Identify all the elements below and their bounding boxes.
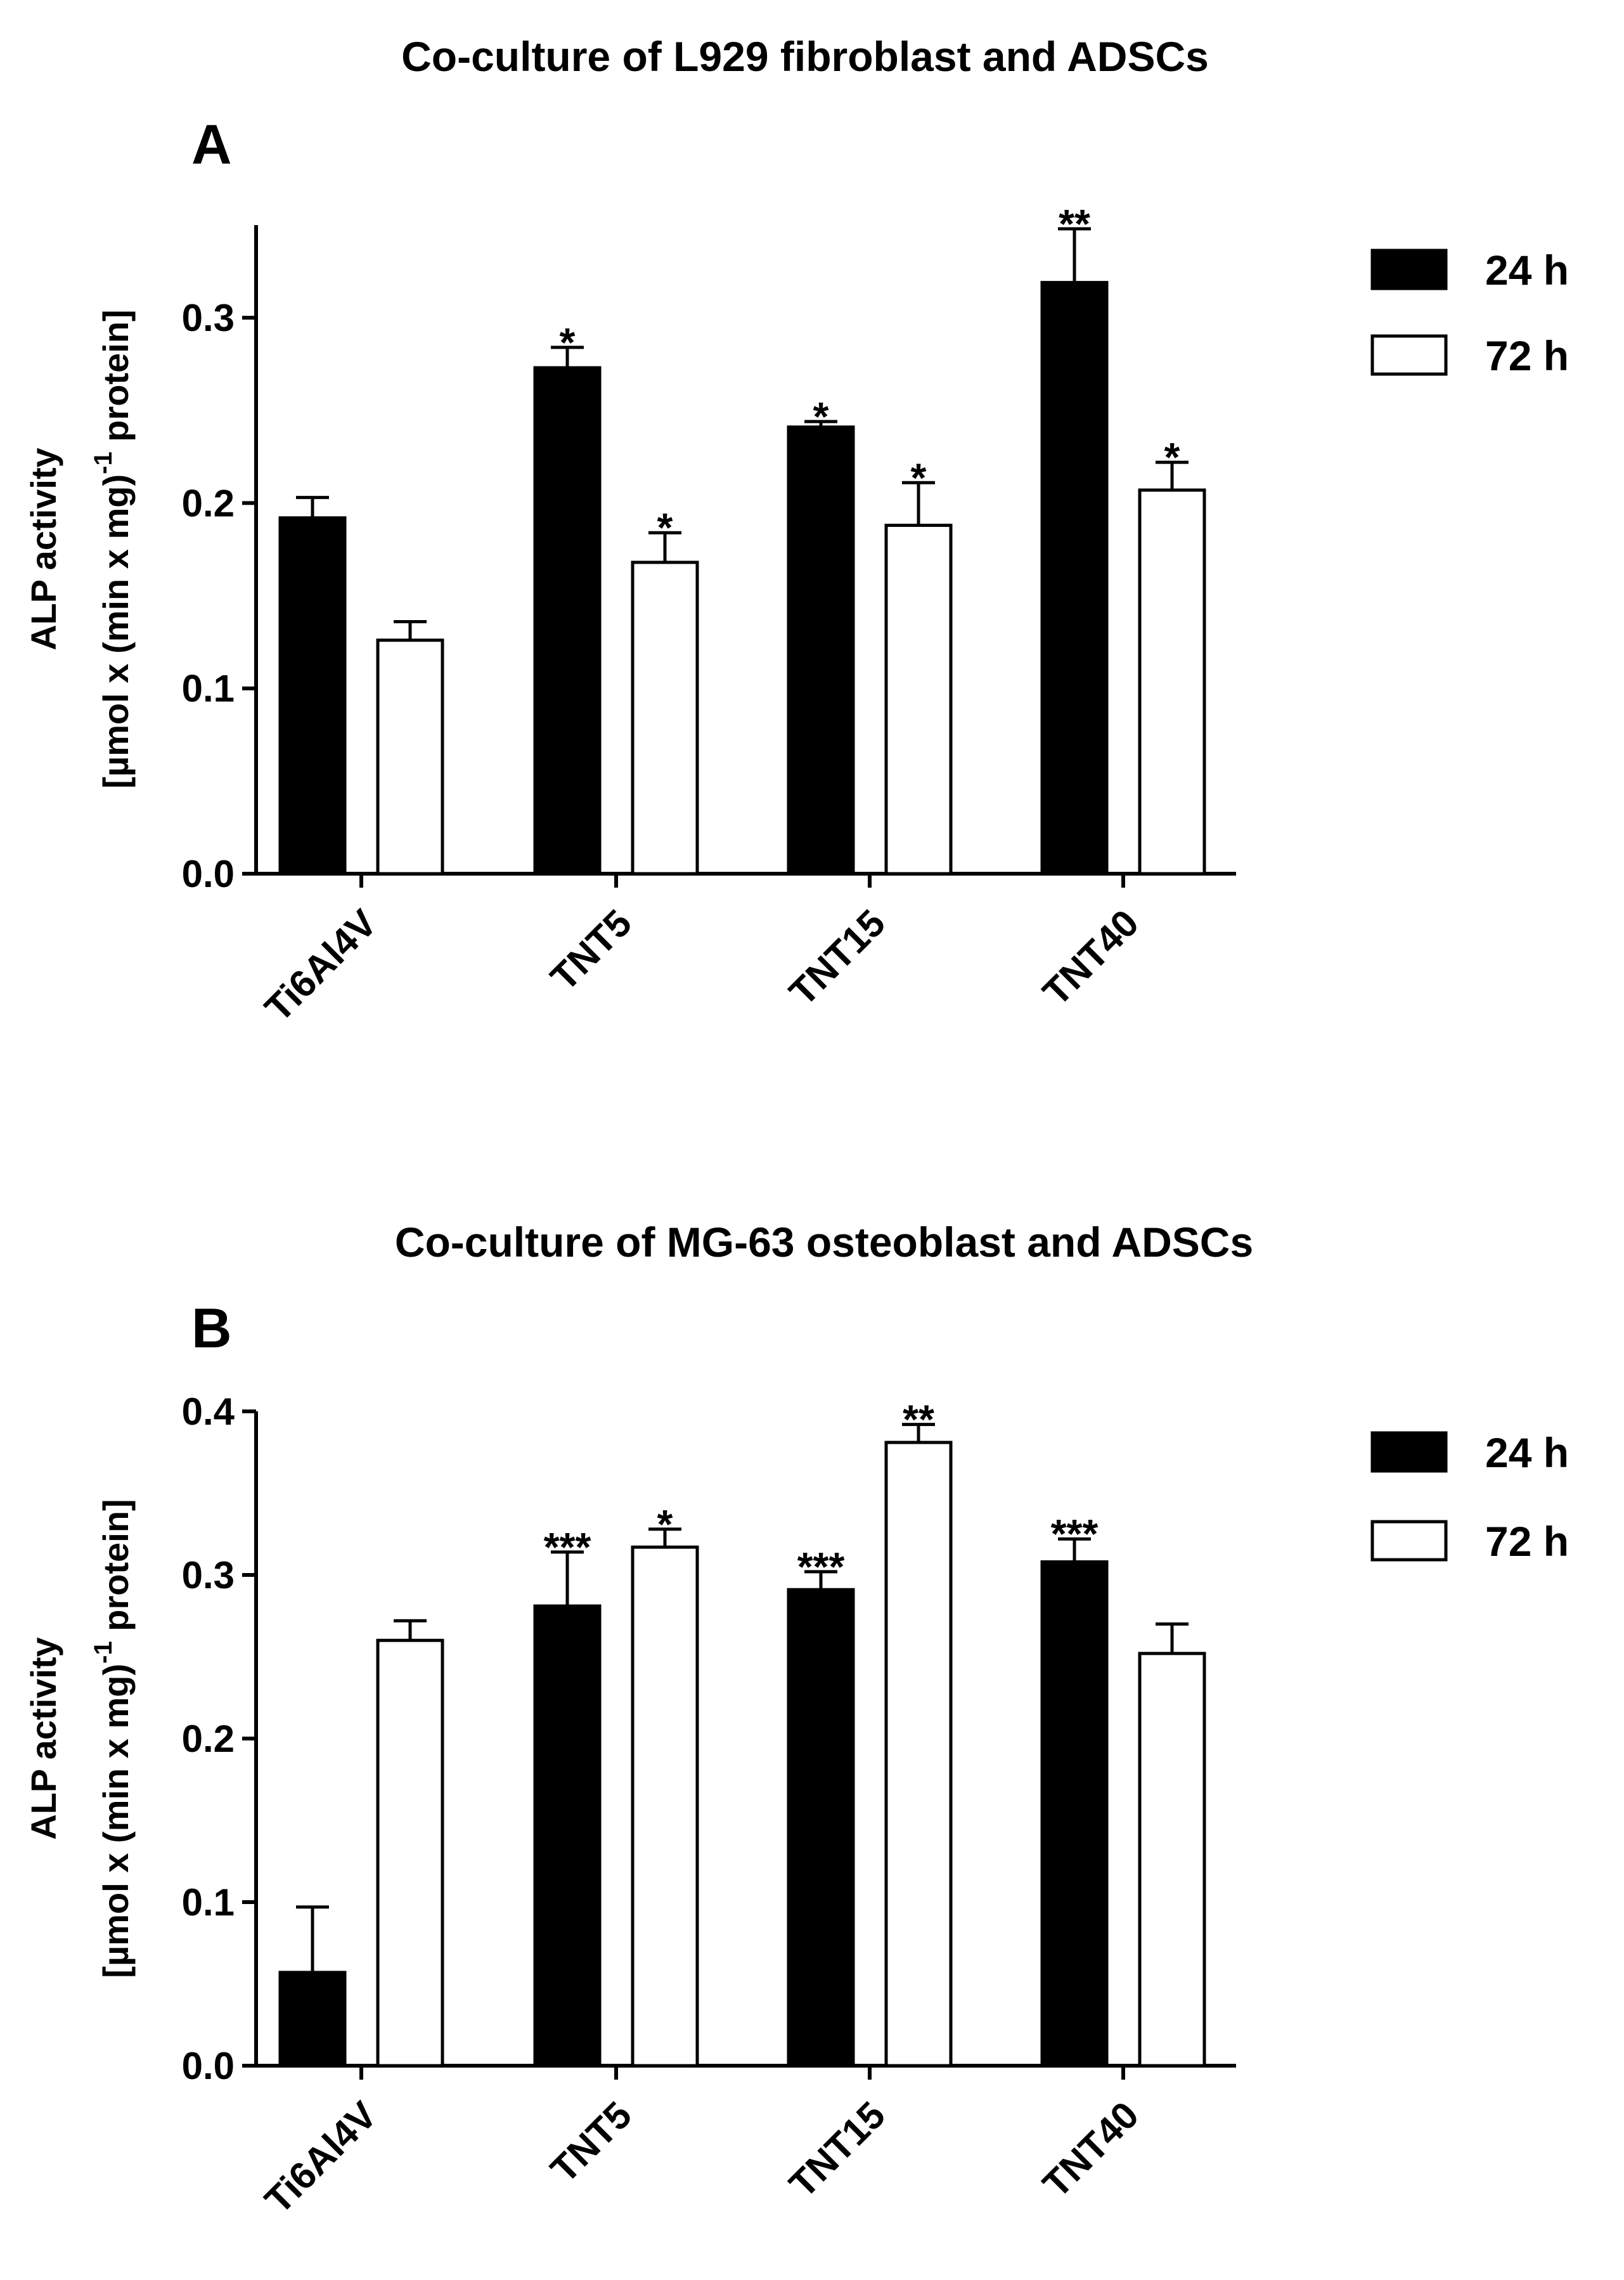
bar-24h-tnt15 [787,425,855,876]
y-axis-label: ALP activity [µmol x (min x mg)-1 protein… [23,309,136,788]
significance-mark: ** [1059,201,1090,247]
bar-72h-tnt40 [1138,488,1206,876]
chart-title: Co-culture of L929 fibroblast and ADSCs [401,33,1209,80]
chart-panel-a: Co-culture of L929 fibroblast and ADSCs A… [23,33,1569,1030]
bar-24h-tnt15 [787,1588,855,2068]
significance-mark: *** [1051,1511,1099,1557]
significance-mark: * [813,394,829,439]
bar-72h-tnt15 [884,524,953,876]
significance-mark: *** [544,1524,591,1570]
x-tick-label: Ti6Al4V [257,2094,385,2222]
significance-mark: * [657,1501,673,1547]
bar-72h-ti6al4v [376,1638,444,2068]
y-axis-label-unit: [µmol x (min x mg) [96,474,136,789]
y-axis-label-line1: ALP activity [23,1637,63,1840]
y-axis-label-superscript: -1 [89,1641,117,1664]
bar-72h-tnt5 [631,560,699,876]
y-axis-label-unit: [µmol x (min x mg) [96,1664,136,1978]
bar-24h-tnt40 [1040,1560,1109,2068]
y-tick-label: 0.0 [182,2045,235,2087]
bar-24h-tnt5 [533,1604,602,2068]
legend-label: 72 h [1485,332,1569,379]
x-tick-label: TNT40 [1034,2094,1147,2206]
bar-72h-tnt40 [1138,1652,1206,2068]
significance-mark: * [560,320,576,365]
panel-label: A [191,113,232,176]
bar-24h-tnt40 [1040,281,1109,876]
legend-swatch [1370,1431,1448,1473]
significance-mark: * [657,505,673,550]
x-tick-label: TNT5 [543,2094,640,2191]
y-tick-label: 0.4 [182,1390,235,1433]
x-tick-label: TNT15 [781,902,893,1014]
legend-label: 24 h [1485,1429,1569,1476]
significance-mark: * [911,455,927,500]
legend-swatch [1370,1520,1448,1562]
y-axis-label-suffix: protein] [96,1499,136,1641]
y-axis-label-line1: ALP activity [23,448,63,651]
x-tick-label: TNT15 [781,2094,893,2206]
legend-swatch [1370,249,1448,290]
bar-72h-tnt15 [884,1441,953,2068]
y-tick-label: 0.3 [182,1554,235,1597]
x-tick-label: TNT5 [543,902,640,999]
chart-panel-b: Co-culture of MG-63 osteoblast and ADSCs… [23,1219,1569,2222]
y-tick-label: 0.3 [182,297,235,339]
panel-label: B [191,1297,232,1359]
bar-72h-tnt5 [631,1545,699,2068]
y-tick-label: 0.1 [182,1881,235,1924]
bar-24h-ti6al4v [278,516,347,876]
y-axis-label-line2: [µmol x (min x mg)-1 protein] [89,1499,136,1978]
y-tick-label: 0.2 [182,482,235,524]
x-tick-label: TNT40 [1034,902,1147,1014]
bar-72h-ti6al4v [376,638,444,876]
bar-24h-ti6al4v [278,1971,347,2068]
y-tick-label: 0.2 [182,1718,235,1760]
y-tick-label: 0.1 [182,668,235,710]
legend-swatch [1370,334,1448,376]
chart-title: Co-culture of MG-63 osteoblast and ADSCs [395,1219,1253,1266]
y-tick-label: 0.0 [182,853,235,895]
y-axis-label-suffix: protein] [96,309,136,451]
significance-mark: *** [797,1544,845,1590]
x-tick-label: Ti6Al4V [257,902,385,1030]
y-axis-label-line2: [µmol x (min x mg)-1 protein] [89,309,136,788]
legend-label: 72 h [1485,1518,1569,1565]
bar-24h-tnt5 [533,366,602,876]
y-axis-label: ALP activity [µmol x (min x mg)-1 protein… [23,1499,136,1978]
legend-label: 24 h [1485,247,1569,294]
y-axis-label-superscript: -1 [89,451,117,474]
significance-mark: ** [903,1397,934,1442]
significance-mark: * [1164,434,1180,480]
